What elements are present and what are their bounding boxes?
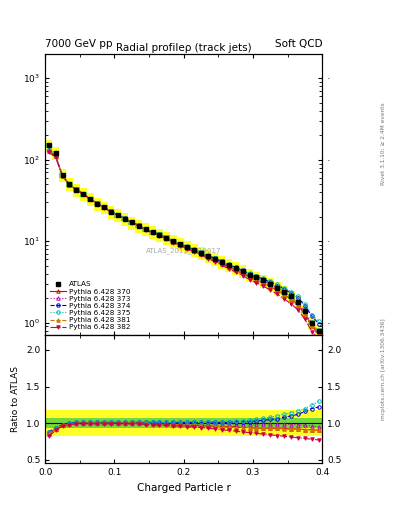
Text: 7000 GeV pp: 7000 GeV pp: [45, 38, 113, 49]
Text: Rivet 3.1.10; ≥ 2.4M events: Rivet 3.1.10; ≥ 2.4M events: [381, 102, 386, 185]
Title: Radial profileρ (track jets): Radial profileρ (track jets): [116, 43, 252, 53]
X-axis label: Charged Particle r: Charged Particle r: [137, 483, 231, 493]
Legend: ATLAS, Pythia 6.428 370, Pythia 6.428 373, Pythia 6.428 374, Pythia 6.428 375, P: ATLAS, Pythia 6.428 370, Pythia 6.428 37…: [49, 280, 132, 332]
Text: Soft QCD: Soft QCD: [275, 38, 322, 49]
Y-axis label: Ratio to ATLAS: Ratio to ATLAS: [11, 367, 20, 432]
Text: mcplots.cern.ch [arXiv:1306.3436]: mcplots.cern.ch [arXiv:1306.3436]: [381, 318, 386, 419]
Text: ATLAS_2011_I919017: ATLAS_2011_I919017: [146, 247, 222, 254]
